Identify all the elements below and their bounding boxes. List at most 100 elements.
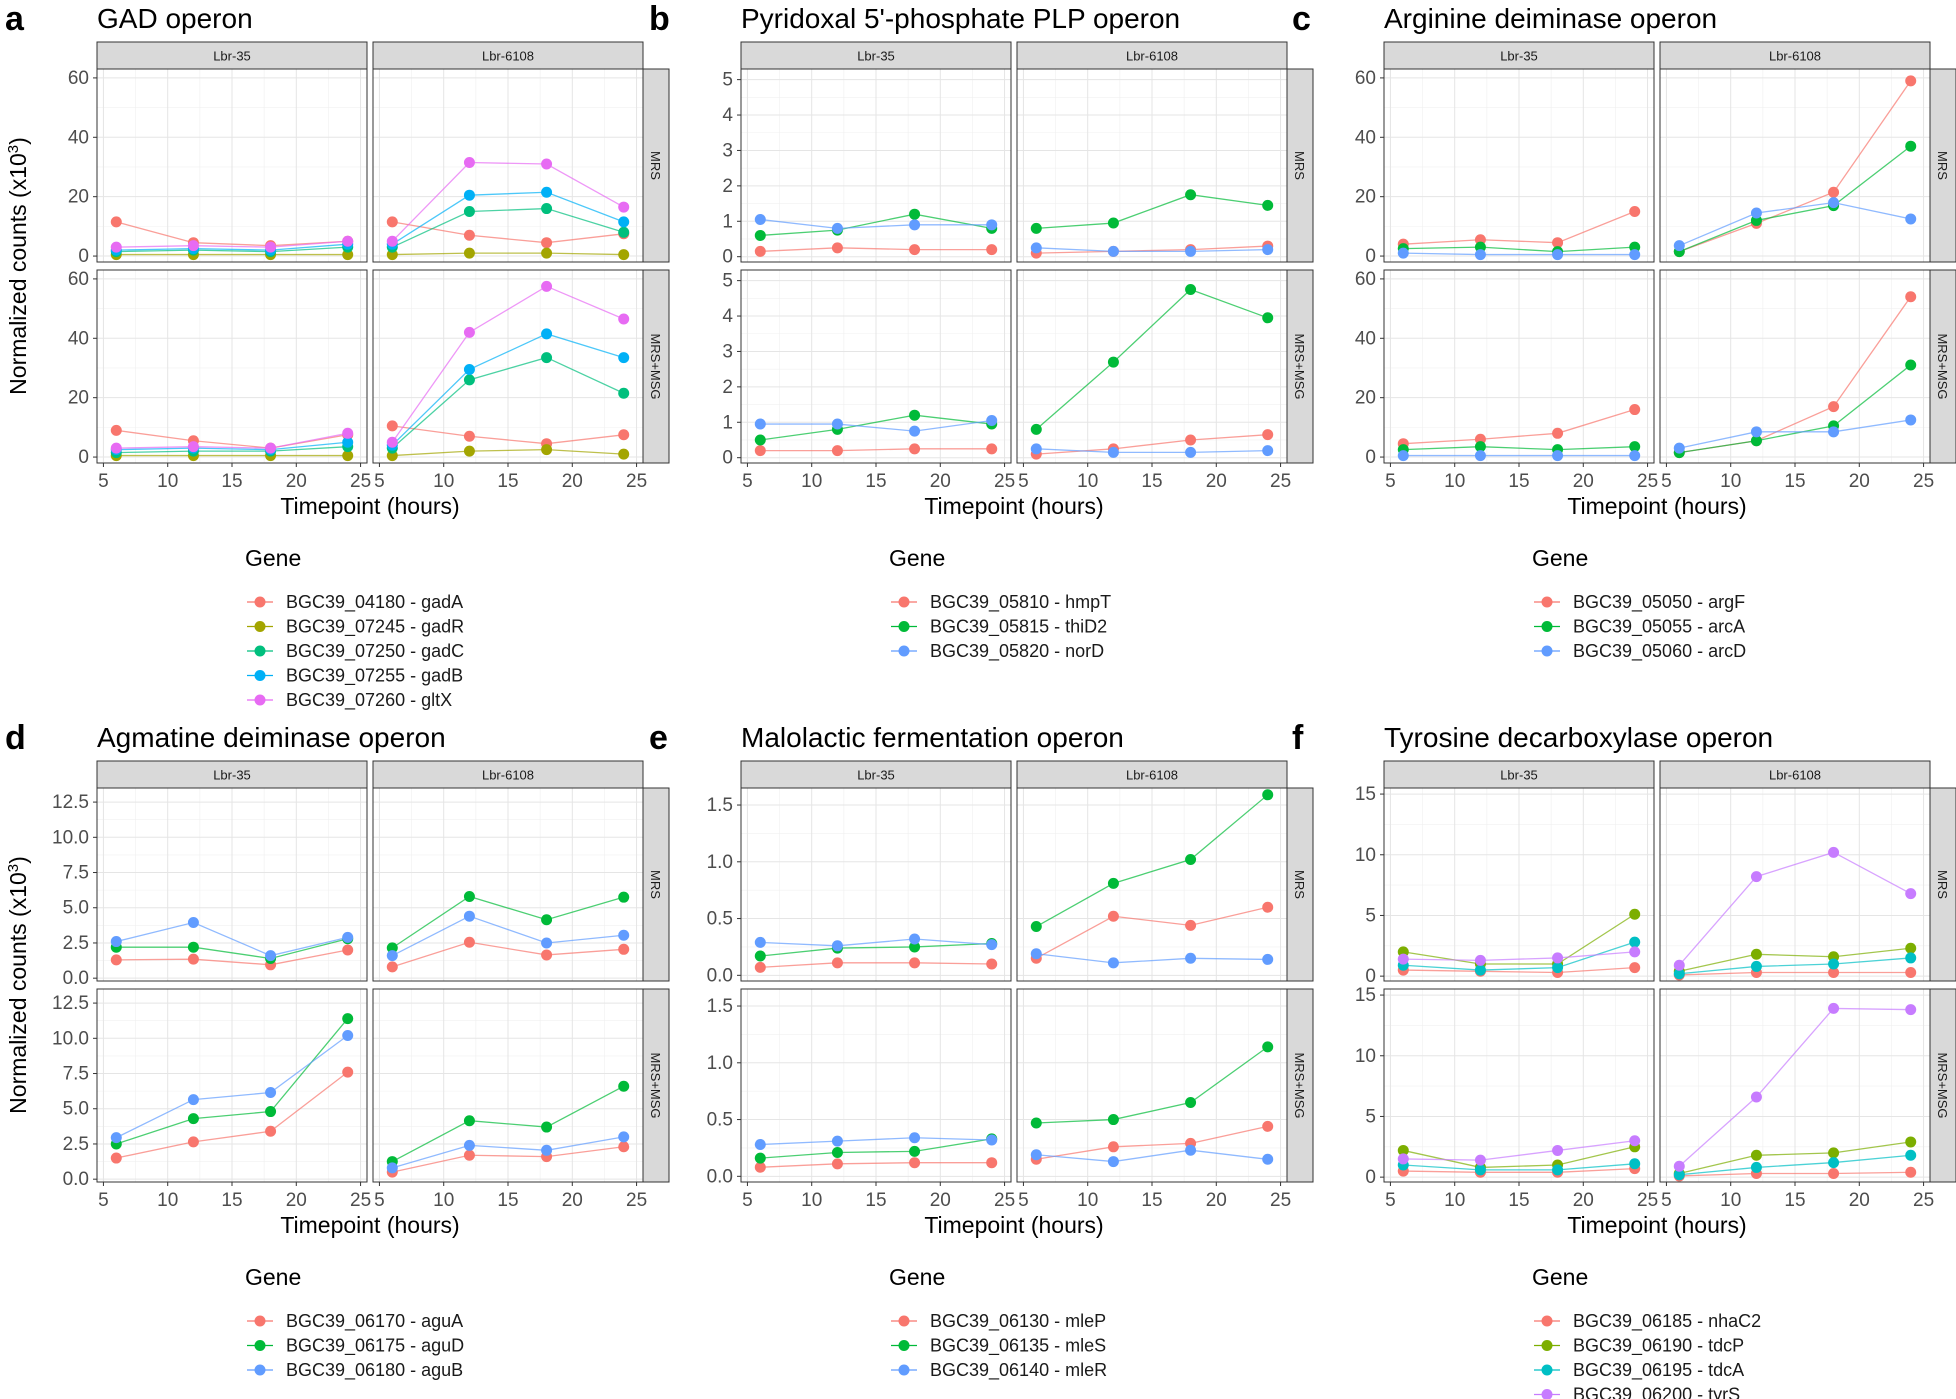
- facet-panel: [372, 269, 644, 464]
- data-point: [1262, 1120, 1274, 1132]
- data-point: [541, 352, 553, 364]
- data-point: [1905, 1166, 1917, 1178]
- data-point: [1905, 888, 1917, 900]
- series-line: [1035, 794, 1269, 928]
- media-label: MRS+MSG: [1292, 333, 1307, 399]
- series-line: [116, 949, 348, 966]
- y-tick-label: 1.0: [707, 1053, 733, 1074]
- series-line: [116, 441, 348, 451]
- data-point: [618, 1080, 630, 1092]
- legend-label: BGC39_06185 - nhaC2: [1573, 1311, 1761, 1332]
- data-point: [1673, 442, 1685, 454]
- panel-letter: c: [1292, 0, 1311, 38]
- data-point: [1474, 441, 1486, 453]
- data-point: [1629, 1135, 1641, 1147]
- data-point: [1828, 426, 1840, 438]
- data-point: [1107, 356, 1119, 368]
- y-tick-label: 5: [722, 70, 733, 91]
- data-point: [618, 1131, 630, 1143]
- data-point: [342, 235, 354, 247]
- series-line: [392, 221, 624, 244]
- data-point: [1750, 435, 1762, 447]
- series-line: [116, 240, 348, 248]
- legend-label: BGC39_05820 - norD: [930, 641, 1104, 662]
- x-tick-label: 15: [1508, 1190, 1529, 1211]
- series-line: [1403, 408, 1635, 445]
- data-point: [463, 374, 475, 386]
- x-tick-label: 20: [562, 1190, 583, 1211]
- data-point: [187, 917, 199, 929]
- legend-key-point: [898, 1340, 910, 1351]
- data-point: [386, 942, 398, 954]
- y-tick-label: 60: [68, 68, 89, 89]
- y-tick-label: 10.0: [52, 1028, 89, 1049]
- x-tick-label: 25: [1637, 471, 1658, 492]
- series-line: [1679, 145, 1912, 253]
- data-point: [1629, 441, 1641, 453]
- series-line: [1036, 247, 1268, 253]
- data-point: [618, 429, 630, 441]
- data-point: [1185, 1144, 1197, 1156]
- data-point: [1828, 1147, 1840, 1159]
- data-point: [1552, 427, 1564, 439]
- x-tick-label: 5: [1385, 471, 1396, 492]
- y-tick-label: 1: [722, 412, 733, 433]
- data-point: [1397, 1144, 1409, 1156]
- data-point: [342, 1013, 354, 1025]
- data-point: [265, 950, 277, 962]
- data-point: [187, 1113, 199, 1125]
- data-point: [463, 1115, 475, 1127]
- data-point: [1629, 962, 1641, 974]
- x-tick-label: 20: [1849, 1190, 1870, 1211]
- x-tick-label: 20: [930, 1190, 951, 1211]
- data-point: [1030, 222, 1042, 234]
- legend-key-point: [1541, 596, 1553, 608]
- series-line: [1036, 1046, 1269, 1124]
- data-point: [1905, 213, 1917, 225]
- data-point: [754, 229, 766, 241]
- series-line: [760, 448, 992, 452]
- strain-strip: [1383, 41, 1655, 70]
- data-point: [618, 226, 630, 238]
- x-tick-label: 15: [497, 1190, 518, 1211]
- data-point: [1262, 244, 1274, 256]
- media-label: MRS: [1935, 151, 1950, 180]
- series-line: [391, 285, 624, 443]
- data-point: [1673, 959, 1685, 971]
- series-line: [1679, 971, 1911, 976]
- x-tick-label: 15: [865, 1190, 886, 1211]
- data-point: [1107, 245, 1119, 257]
- data-point: [1030, 242, 1042, 254]
- series-line: [116, 938, 348, 960]
- x-tick-label: 25: [626, 1190, 647, 1211]
- x-axis-title: Timepoint (hours): [924, 493, 1103, 519]
- series-line: [391, 161, 625, 242]
- data-point: [463, 229, 475, 241]
- y-tick-label: 12.5: [52, 993, 89, 1014]
- data-point: [618, 201, 630, 213]
- panel-f: f Tyrosine decarboxylase operon Lbr-35 Lbr-…: [1292, 719, 1956, 1399]
- legend-label: BGC39_06135 - mleS: [930, 1336, 1106, 1357]
- data-point: [1552, 450, 1564, 462]
- facet-panel: [96, 68, 368, 263]
- panel-border: [1659, 68, 1931, 263]
- y-tick-label: 0: [722, 247, 733, 268]
- data-point: [754, 961, 766, 973]
- media-strip: [1928, 787, 1956, 982]
- y-tick-label: 5: [1365, 1106, 1376, 1127]
- x-tick-label: 5: [98, 471, 109, 492]
- legend-label: BGC39_06140 - mleR: [930, 1360, 1107, 1381]
- series-line: [1679, 364, 1912, 454]
- data-point: [1107, 877, 1119, 889]
- panel-title: Tyrosine decarboxylase operon: [1384, 722, 1773, 753]
- data-point: [187, 441, 199, 453]
- series-line: [760, 247, 992, 253]
- media-strip: [1285, 269, 1314, 464]
- series-line: [1403, 446, 1635, 451]
- y-tick-label: 7.5: [63, 863, 89, 884]
- y-tick-label: 40: [1355, 328, 1376, 349]
- data-point: [265, 1125, 277, 1137]
- y-tick-label: 0.5: [707, 909, 733, 930]
- y-tick-label: 20: [1355, 388, 1376, 409]
